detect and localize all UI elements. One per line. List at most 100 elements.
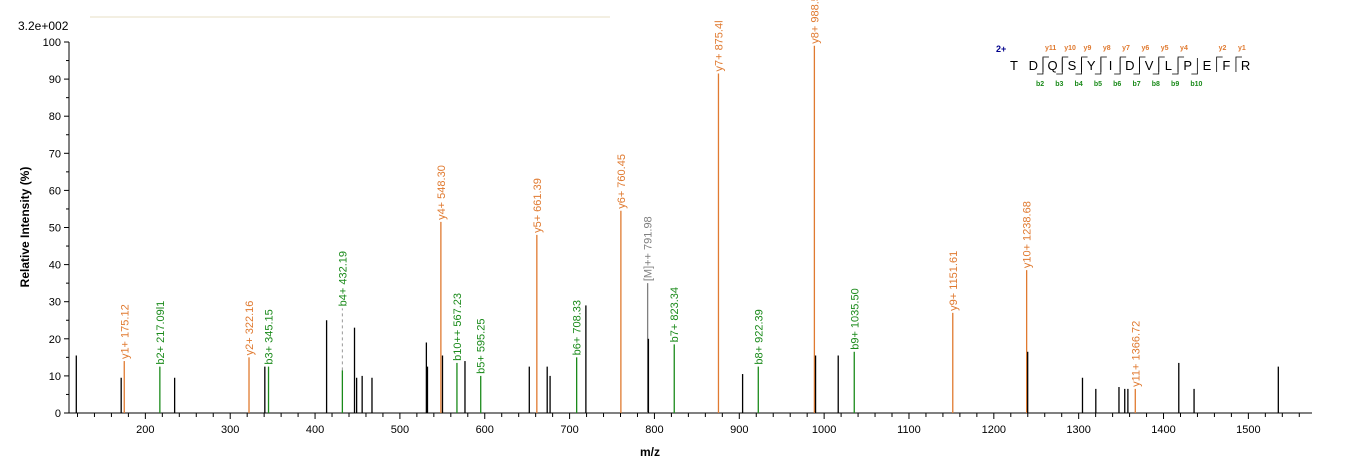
- x-tick-label: 1500: [1236, 424, 1260, 436]
- b-ion-label: b10: [1190, 81, 1202, 88]
- peak-label: y8+ 988.5l: [809, 0, 821, 44]
- header-strip-shade: [90, 16, 610, 18]
- x-tick-label: 1000: [812, 424, 836, 436]
- y-ion-label: y6: [1141, 45, 1149, 52]
- x-axis-title: m/z: [640, 445, 660, 459]
- y-ion-label: y2: [1219, 45, 1227, 52]
- peak-label: b7+ 823.34: [669, 287, 681, 342]
- b-ion-bracket: [1172, 58, 1179, 75]
- b-ion-bracket: [1075, 58, 1082, 75]
- y-tick-label: 90: [49, 74, 61, 86]
- y-tick-label: 60: [49, 185, 61, 197]
- peak-label: b6+ 708.33: [572, 300, 584, 355]
- y-tick-label: 0: [55, 408, 61, 420]
- sequence-residue: D: [1029, 58, 1038, 73]
- y-tick-label: 70: [49, 148, 61, 160]
- y-tick-label: 20: [49, 334, 61, 346]
- y-ion-label: y1: [1238, 45, 1246, 52]
- y-ion-bracket: [1216, 56, 1223, 72]
- sequence-residue: R: [1241, 58, 1250, 73]
- b-ion-label: b3: [1055, 81, 1063, 88]
- y-ion-label: y7: [1122, 45, 1130, 52]
- sequence-residue: Y: [1087, 58, 1096, 73]
- header-strip: 3.2e+002: [18, 16, 610, 33]
- sequence-residue: V: [1145, 58, 1154, 73]
- sequence-residue: F: [1222, 58, 1230, 73]
- peak-label: b5+ 595.25: [476, 319, 488, 374]
- peak-label: y10+ 1238.68: [1022, 201, 1034, 268]
- x-tick-label: 500: [391, 424, 409, 436]
- y-ion-label: y5: [1161, 45, 1169, 52]
- sequence-residue: I: [1109, 58, 1113, 73]
- peak-label: b4+ 432.19: [337, 251, 349, 306]
- x-tick-label: 1400: [1151, 424, 1175, 436]
- peaks: [75, 45, 1279, 413]
- peak-label: y11+ 1366.72: [1130, 321, 1142, 387]
- sequence-residue: S: [1068, 58, 1077, 73]
- x-tick-label: 700: [560, 424, 578, 436]
- y-ion-label: y8: [1103, 45, 1111, 52]
- peak-label: b10++ 567.23: [452, 293, 464, 361]
- sequence-charge: 2+: [996, 44, 1006, 54]
- x-tick-label: 800: [645, 424, 663, 436]
- x-tick-label: 300: [221, 424, 239, 436]
- peak-label: b8+ 922.39: [753, 309, 765, 364]
- scale-label: 3.2e+002: [18, 19, 69, 33]
- y-axis-title: Relative Intensity (%): [18, 167, 32, 288]
- peak-label: b9+ 1035.50: [849, 288, 861, 349]
- b-ion-label: b9: [1171, 81, 1179, 88]
- y-tick-label: 100: [43, 37, 61, 49]
- peak-label: y1+ 175.12: [119, 304, 131, 359]
- y-ion-label: y10: [1064, 45, 1076, 52]
- b-ion-bracket: [1114, 58, 1121, 75]
- peak-label: b3+ 345.15: [264, 309, 276, 364]
- b-ion-label: b6: [1113, 81, 1121, 88]
- y-ion-label: y11: [1045, 45, 1056, 52]
- b-ion-label: b7: [1132, 81, 1140, 88]
- peak-label: y4+ 548.30: [436, 165, 448, 220]
- y-tick-label: 80: [49, 111, 61, 123]
- sequence-residue: E: [1203, 58, 1212, 73]
- b-ion-label: b5: [1094, 81, 1102, 88]
- b-ion-bracket: [1133, 58, 1140, 75]
- peak-label: y5+ 661.39: [532, 178, 544, 233]
- axes: 0 10 20 30 40 50 60 70 80 90 100 200 300 400 500 600 700…: [43, 37, 1312, 436]
- y-tick-label: 50: [49, 223, 61, 235]
- b-ion-label: b2: [1036, 81, 1044, 88]
- x-tick-label: 1300: [1066, 424, 1090, 436]
- y-tick-label: 40: [49, 260, 61, 272]
- sequence-residue: L: [1165, 58, 1172, 73]
- peak-label: y9+ 1151.61: [948, 251, 960, 311]
- b-ion-bracket: [1094, 58, 1102, 75]
- peak-label: y7+ 875.4l: [713, 20, 725, 71]
- peak-label: b2+ 217.09l1: [155, 301, 167, 365]
- peak-label: y6+ 760.45: [616, 154, 628, 209]
- x-tick-label: 1100: [897, 424, 921, 436]
- peak-label: [M]++ 791.98: [643, 216, 655, 281]
- y-ion-label: y9: [1084, 45, 1092, 52]
- peak-labels: y1+ 175.12 b2+ 217.09l1 y2+ 322.16 b3+ 345.…: [119, 0, 1142, 387]
- b-ion-label: b4: [1075, 81, 1083, 88]
- b-ion-bracket: [1191, 58, 1198, 75]
- b-ion-bracket: [1152, 58, 1160, 75]
- y-ion-bracket: [1235, 56, 1242, 72]
- x-tick-label: 600: [476, 424, 494, 436]
- b-ion-bracket: [1036, 58, 1044, 75]
- sequence-residue: D: [1125, 58, 1134, 73]
- x-tick-label: 900: [730, 424, 748, 436]
- x-tick-label: 1200: [982, 424, 1006, 436]
- x-tick-label: 400: [306, 424, 324, 436]
- y-tick-label: 30: [49, 297, 61, 309]
- sequence-residue: P: [1183, 58, 1192, 73]
- b-ion-label: b8: [1152, 81, 1160, 88]
- b-ion-bracket: [1056, 58, 1063, 75]
- sequence-residue: Q: [1048, 58, 1058, 73]
- y-ion-bracket: [1100, 56, 1107, 72]
- y-tick-label: 10: [49, 371, 61, 383]
- y-ion-label: y4: [1180, 45, 1188, 52]
- sequence-residue: T: [1010, 58, 1018, 73]
- x-tick-label: 200: [136, 424, 154, 436]
- peak-label: y2+ 322.16: [244, 301, 256, 356]
